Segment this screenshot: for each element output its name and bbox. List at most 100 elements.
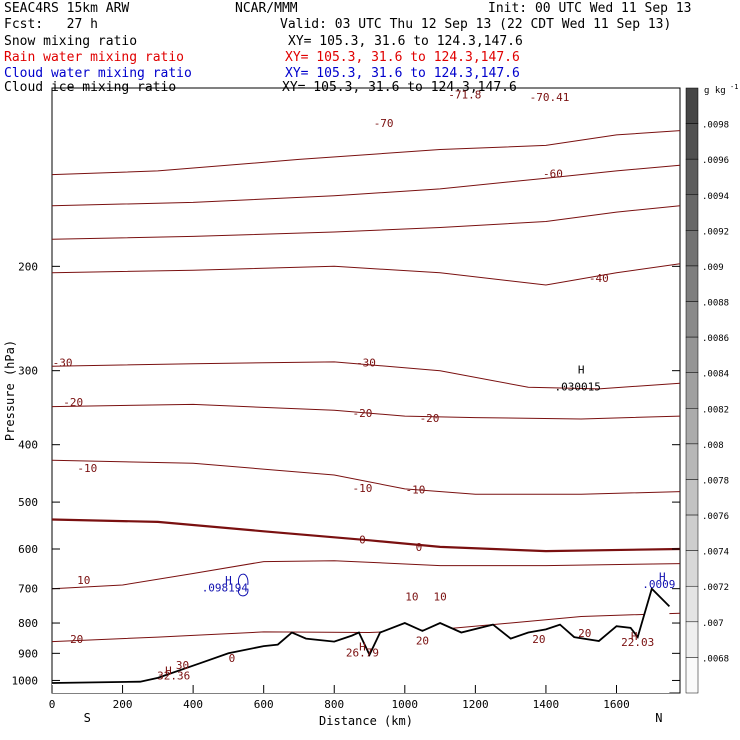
colorbar-swatch <box>685 550 699 587</box>
contour-label: -40 <box>589 272 609 285</box>
org-label: NCAR/MMM <box>235 1 298 16</box>
colorbar-label: .0086 <box>702 334 729 344</box>
x-tick-label: 1000 <box>392 698 419 711</box>
colorbar-label: .008 <box>702 441 724 451</box>
y-tick-label: 300 <box>18 365 38 378</box>
colorbar-swatch <box>685 443 699 480</box>
contour-line <box>51 263 681 286</box>
contour-label: H <box>659 570 666 583</box>
y-tick-label: 800 <box>18 617 38 630</box>
contour-label: .0009 <box>642 578 675 591</box>
colorbar-swatch <box>685 479 699 516</box>
colorbar-swatch <box>685 158 699 196</box>
colorbar-label: .0084 <box>702 370 729 380</box>
colorbar-label: .0078 <box>702 476 729 486</box>
valid-time: Valid: 03 UTC Thu 12 Sep 13 (22 CDT Wed … <box>280 17 672 32</box>
colorbar-swatch <box>685 230 699 267</box>
x-tick-label: 600 <box>254 698 274 711</box>
colorbar-label: .0098 <box>702 121 729 131</box>
x-tick-label: 0 <box>49 698 56 711</box>
legend-rain-xy: XY= 105.3, 31.6 to 124.3,147.6 <box>285 50 520 65</box>
contour-label: 0 <box>416 541 423 554</box>
x-end-label-right: N <box>655 711 662 725</box>
contour-label: -30 <box>53 357 73 370</box>
y-tick-label: 400 <box>18 439 38 452</box>
contour-label: -20 <box>420 412 440 425</box>
terrain-group <box>51 586 671 693</box>
contour-label: 30 <box>176 659 189 672</box>
colorbar-swatch <box>685 408 699 445</box>
colorbar-swatch <box>685 87 699 124</box>
contour-label: 10 <box>433 591 446 604</box>
contour-label: 26.79 <box>346 646 379 659</box>
colorbar-label: .0068 <box>702 654 729 664</box>
contour-line <box>51 164 681 207</box>
legend-rain-label: Rain water mixing ratio <box>4 50 185 65</box>
terrain-fill <box>52 588 670 693</box>
legend-cloud-water-xy: XY= 105.3, 31.6 to 124.3,147.6 <box>285 66 520 81</box>
y-tick-label: 600 <box>18 543 38 556</box>
colorbar-label: .0072 <box>702 583 729 593</box>
x-tick-label: 1200 <box>462 698 489 711</box>
cloud-contour <box>237 573 249 597</box>
contour-label: .030015 <box>555 380 601 393</box>
legend-cloud-water-label: Cloud water mixing ratio <box>4 66 192 81</box>
x-end-label-left: S <box>84 711 91 725</box>
contour-label: 10 <box>405 591 418 604</box>
legend-snow-xy: XY= 105.3, 31.6 to 124.3,147.6 <box>288 34 523 49</box>
contour-label: 20 <box>578 627 591 640</box>
contour-line <box>51 459 681 495</box>
contour-label: .098194 <box>202 582 249 595</box>
temperature-contours <box>51 130 681 643</box>
colorbar-label: .0088 <box>702 299 729 309</box>
contour-line <box>51 518 681 553</box>
contour-label: -70.41 <box>530 91 570 104</box>
x-tick-label: 400 <box>183 698 203 711</box>
x-axis-title: Distance (km) <box>319 714 413 728</box>
contour-label: 20 <box>70 633 83 646</box>
contour-label: H <box>225 574 232 587</box>
contour-labels: -70 -71.8 -70.41 -60 -40 -30 -30 H .030015 -20 -20… <box>53 89 676 683</box>
colorbar-label: .0082 <box>702 405 729 415</box>
contour-label: 0 <box>359 533 366 546</box>
contour-line <box>51 560 681 590</box>
contour-label: 20 <box>532 633 545 646</box>
y-tick-label: 900 <box>18 647 38 660</box>
colorbar: .0098 .0096 .0094 .0092 .009 .0088 .0086 .0084.… <box>685 83 738 694</box>
y-tick-label: 700 <box>18 583 38 596</box>
colorbar-swatch <box>685 123 699 160</box>
colorbar-label: .0076 <box>702 512 729 522</box>
colorbar-swatch <box>685 657 699 694</box>
contour-label: 22.03 <box>621 636 654 649</box>
colorbar-unit-superscript: -1 <box>730 83 738 91</box>
init-time: Init: 00 UTC Wed 11 Sep 13 <box>488 1 692 16</box>
contour-label: -20 <box>353 407 373 420</box>
contour-line <box>51 205 681 240</box>
colorbar-swatch <box>685 372 699 409</box>
colorbar-swatch <box>685 265 699 302</box>
contour-label: H <box>359 641 366 654</box>
contour-label: -10 <box>353 482 373 495</box>
x-tick-label: 200 <box>113 698 133 711</box>
terrain-line <box>51 586 671 684</box>
colorbar-label: .007 <box>702 619 724 629</box>
colorbar-label: .0094 <box>702 192 729 202</box>
contour-label: 20 <box>416 635 429 648</box>
contour-label: -20 <box>63 396 83 409</box>
model-title: SEAC4RS 15km ARW <box>4 1 130 16</box>
colorbar-label: .0092 <box>702 227 729 237</box>
colorbar-label: .0074 <box>702 548 729 558</box>
contour-label: H <box>165 664 172 677</box>
colorbar-swatch <box>685 514 699 551</box>
colorbar-label: .009 <box>702 263 724 273</box>
colorbar-swatch <box>685 621 699 658</box>
colorbar-unit: g kg <box>704 86 726 96</box>
contour-label: H <box>631 630 638 643</box>
contour-label: -10 <box>77 462 97 475</box>
y-axis-title: Pressure (hPa) <box>3 340 17 441</box>
x-tick-label: 1400 <box>533 698 560 711</box>
legend-snow-label: Snow mixing ratio <box>4 34 138 49</box>
contour-label: H <box>578 364 585 377</box>
cloud-water-contour <box>237 573 249 597</box>
colorbar-swatch <box>685 336 699 373</box>
